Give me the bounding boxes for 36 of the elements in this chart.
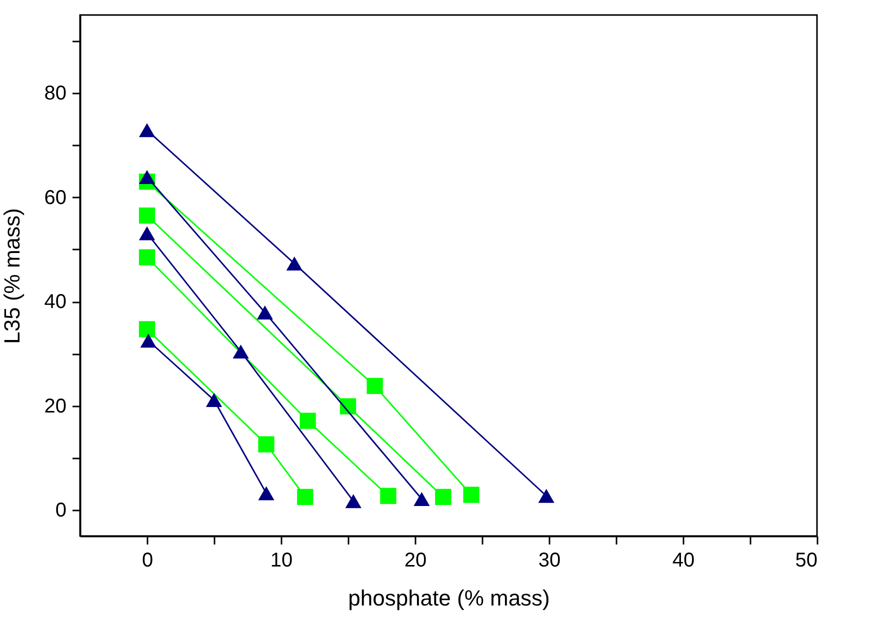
point [140,334,156,348]
point [300,412,316,429]
point [435,488,452,505]
point [138,170,156,184]
point [138,226,156,240]
point [138,249,156,266]
x-axis-title: phosphate (% mass) [348,586,550,610]
x-tick-label: 40 [672,550,695,572]
x-tick-label: 0 [142,550,154,572]
point [138,321,156,338]
point [138,123,156,138]
x-tick-label: 50 [795,550,818,572]
point [297,488,314,505]
point [256,306,273,320]
x-tick-label: 10 [270,550,293,572]
point [258,486,274,500]
point [340,398,356,414]
point [414,492,430,506]
y-tick-label: 0 [55,499,66,522]
y-tick-label: 20 [44,395,66,418]
point [232,344,249,359]
point [380,488,396,504]
y-tick-label: 80 [44,82,66,105]
point [206,393,222,407]
point [258,436,274,452]
point [538,488,554,503]
y-axis-title: L35 (% mass) [0,208,24,344]
y-tick-label: 60 [44,186,66,209]
point [463,486,480,503]
x-tick-label: 20 [404,550,427,572]
point [138,208,156,224]
point [366,378,383,394]
y-tick-label: 40 [44,291,66,314]
point [345,494,362,508]
x-tick-label: 30 [538,550,561,572]
point [286,256,302,270]
